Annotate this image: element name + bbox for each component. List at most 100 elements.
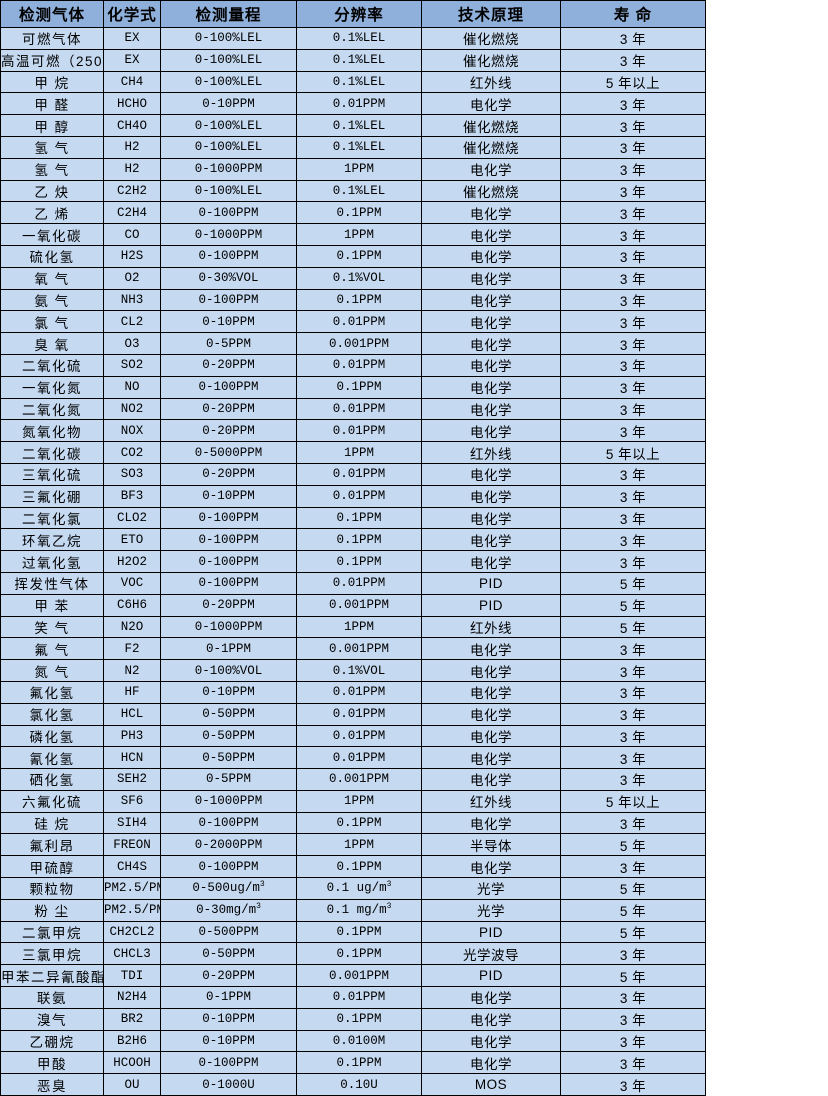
cell-formula: O2 bbox=[104, 267, 161, 289]
cell-principle: 电化学 bbox=[422, 333, 561, 355]
cell-gas-name: 硫化氢 bbox=[1, 245, 104, 267]
cell-principle: 光学 bbox=[422, 899, 561, 921]
cell-principle: 电化学 bbox=[422, 638, 561, 660]
cell-resolution: 0.1PPM bbox=[297, 289, 422, 311]
cell-range: 0-100PPM bbox=[161, 529, 297, 551]
cell-life: 3 年 bbox=[561, 638, 706, 660]
cell-gas-name: 甲 烷 bbox=[1, 71, 104, 93]
cell-range: 0-100%LEL bbox=[161, 49, 297, 71]
cell-range: 0-500ug/m3 bbox=[161, 878, 297, 900]
cell-formula: ETO bbox=[104, 529, 161, 551]
cell-principle: 电化学 bbox=[422, 529, 561, 551]
cell-range: 0-50PPM bbox=[161, 747, 297, 769]
cell-gas-name: 一氧化氮 bbox=[1, 376, 104, 398]
cell-life: 5 年 bbox=[561, 921, 706, 943]
cell-range: 0-1000PPM bbox=[161, 790, 297, 812]
cell-formula: CL2 bbox=[104, 311, 161, 333]
cell-range: 0-20PPM bbox=[161, 398, 297, 420]
cell-formula: HF bbox=[104, 681, 161, 703]
cell-principle: 电化学 bbox=[422, 354, 561, 376]
cell-gas-name: 氧 气 bbox=[1, 267, 104, 289]
cell-principle: 电化学 bbox=[422, 376, 561, 398]
cell-principle: 电化学 bbox=[422, 1030, 561, 1052]
cell-formula: SO2 bbox=[104, 354, 161, 376]
cell-resolution: 0.1%VOL bbox=[297, 267, 422, 289]
cell-formula: NH3 bbox=[104, 289, 161, 311]
cell-resolution: 1PPM bbox=[297, 834, 422, 856]
cell-formula: HCOOH bbox=[104, 1052, 161, 1074]
cell-principle: 红外线 bbox=[422, 71, 561, 93]
cell-gas-name: 二氧化碳 bbox=[1, 442, 104, 464]
cell-formula: CLO2 bbox=[104, 507, 161, 529]
cell-principle: 红外线 bbox=[422, 616, 561, 638]
cell-gas-name: 挥发性气体 bbox=[1, 572, 104, 594]
column-header-principle: 技术原理 bbox=[422, 1, 561, 28]
cell-principle: 催化燃烧 bbox=[422, 180, 561, 202]
cell-range: 0-100PPM bbox=[161, 202, 297, 224]
cell-gas-name: 笑 气 bbox=[1, 616, 104, 638]
cell-formula: NOX bbox=[104, 420, 161, 442]
cell-resolution: 0.001PPM bbox=[297, 333, 422, 355]
cell-range: 0-10PPM bbox=[161, 1030, 297, 1052]
cell-life: 3 年 bbox=[561, 333, 706, 355]
cell-range: 0-20PPM bbox=[161, 965, 297, 987]
cell-formula: BR2 bbox=[104, 1008, 161, 1030]
cell-range: 0-100PPM bbox=[161, 507, 297, 529]
cell-life: 3 年 bbox=[561, 136, 706, 158]
cell-resolution: 0.1%LEL bbox=[297, 49, 422, 71]
cell-resolution: 0.1%LEL bbox=[297, 28, 422, 50]
cell-principle: 催化燃烧 bbox=[422, 136, 561, 158]
cell-life: 3 年 bbox=[561, 529, 706, 551]
cell-formula: HCL bbox=[104, 703, 161, 725]
cell-principle: 电化学 bbox=[422, 703, 561, 725]
cell-range: 0-20PPM bbox=[161, 463, 297, 485]
cell-gas-name: 硒化氢 bbox=[1, 769, 104, 791]
cell-resolution: 0.1%LEL bbox=[297, 136, 422, 158]
cell-resolution: 0.01PPM bbox=[297, 681, 422, 703]
cell-principle: 催化燃烧 bbox=[422, 115, 561, 137]
cell-resolution: 0.01PPM bbox=[297, 485, 422, 507]
cell-resolution: 0.01PPM bbox=[297, 354, 422, 376]
cell-formula: O3 bbox=[104, 333, 161, 355]
column-header-life: 寿 命 bbox=[561, 1, 706, 28]
cell-life: 3 年 bbox=[561, 202, 706, 224]
cell-resolution: 0.001PPM bbox=[297, 594, 422, 616]
cell-principle: 光学 bbox=[422, 878, 561, 900]
cell-life: 5 年 bbox=[561, 616, 706, 638]
cell-life: 5 年 bbox=[561, 965, 706, 987]
cell-resolution: 0.001PPM bbox=[297, 965, 422, 987]
cell-resolution: 0.1%LEL bbox=[297, 71, 422, 93]
cell-gas-name: 氮 气 bbox=[1, 660, 104, 682]
cell-principle: 半导体 bbox=[422, 834, 561, 856]
cell-life: 3 年 bbox=[561, 398, 706, 420]
cell-life: 3 年 bbox=[561, 311, 706, 333]
column-header-range: 检测量程 bbox=[161, 1, 297, 28]
cell-formula: SIH4 bbox=[104, 812, 161, 834]
cell-resolution: 0.01PPM bbox=[297, 311, 422, 333]
cell-resolution: 0.01PPM bbox=[297, 398, 422, 420]
cell-formula: BF3 bbox=[104, 485, 161, 507]
cell-life: 3 年 bbox=[561, 747, 706, 769]
cell-gas-name: 二氧化硫 bbox=[1, 354, 104, 376]
cell-principle: 光学波导 bbox=[422, 943, 561, 965]
cell-principle: MOS bbox=[422, 1074, 561, 1096]
cell-formula: CH4O bbox=[104, 115, 161, 137]
cell-gas-name: 粉 尘 bbox=[1, 899, 104, 921]
